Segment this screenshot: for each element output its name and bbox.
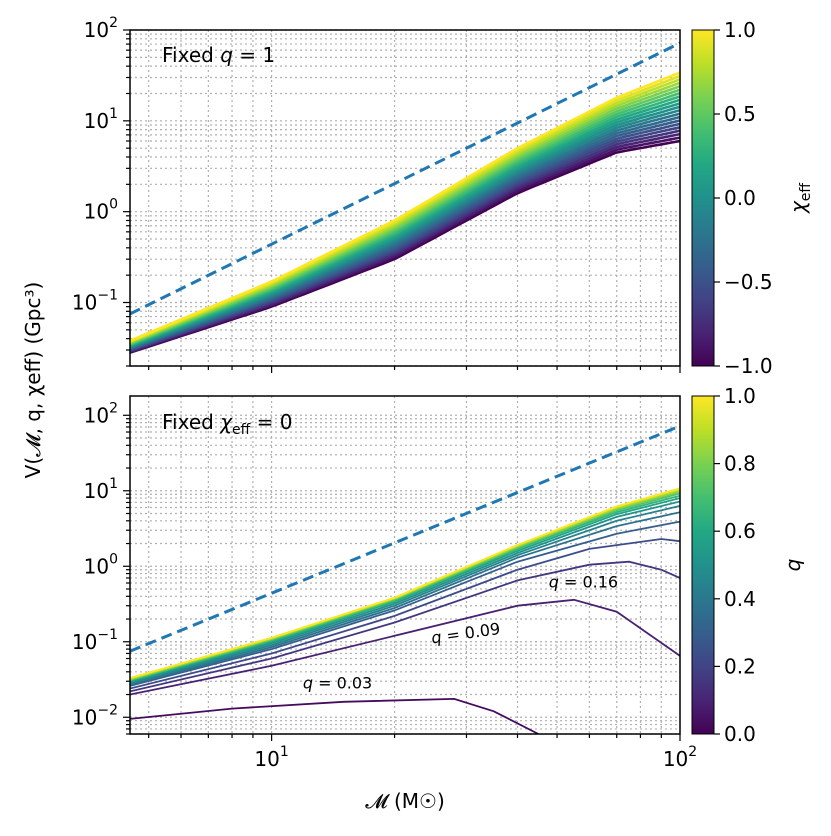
top-plot-frame: [129, 29, 681, 367]
bottom-axis-ticks: 10−2 10−1 100 101 102: [72, 400, 681, 741]
curve-annotation: q = 0.03: [303, 674, 372, 693]
bottom-series-line: [130, 697, 539, 734]
x-tick-label: 102: [663, 744, 697, 771]
top-panel: 10−1 100 101 102 Fixed q = 1 1.0 0.5 0.0 −0.5 −…: [72, 15, 814, 378]
top-reference-line: [130, 41, 680, 316]
bottom-series-line: [130, 598, 680, 696]
bottom-series-line: [130, 500, 680, 684]
y-tick-label: 101: [84, 106, 118, 133]
bottom-plot-frame: [129, 395, 681, 735]
bottom-series-line: [130, 487, 680, 679]
colorbar-tick-label: 0.4: [724, 587, 756, 611]
colorbar-tick-label: 1.0: [724, 384, 756, 408]
bottom-series-line: [130, 511, 680, 686]
bottom-series-line: [130, 520, 680, 687]
bottom-series-line: [130, 505, 680, 685]
x-axis-label: 𝓜 (M☉): [365, 789, 445, 813]
bottom-curve-family: [130, 487, 680, 734]
top-colorbar: [691, 29, 715, 367]
y-tick-label: 101: [84, 476, 118, 503]
x-tick-label: 101: [254, 744, 288, 771]
top-colorbar-label: χeff: [786, 183, 814, 214]
colorbar-tick-label: −0.5: [724, 270, 773, 294]
x-tick-labels: 101 102: [254, 744, 697, 771]
y-tick-label: 10−2: [72, 702, 118, 729]
y-tick-label: 100: [84, 197, 118, 224]
colorbar-tick-label: 0.5: [724, 102, 756, 126]
y-tick-label: 102: [84, 15, 118, 42]
curve-annotation: q = 0.09: [430, 619, 501, 647]
top-curve-family: [130, 71, 680, 354]
y-tick-label: 10−1: [72, 627, 118, 654]
y-axis-label: V(𝓜, q, χeff) (Gpc³): [21, 282, 45, 479]
bottom-colorbar-ticks: 1.0 0.8 0.6 0.4 0.2 0.0: [714, 384, 756, 746]
bottom-colorbar: [691, 395, 715, 735]
colorbar-tick-label: −1.0: [724, 354, 773, 378]
colorbar-tick-label: 0.8: [724, 452, 756, 476]
y-tick-label: 10−1: [72, 288, 118, 315]
top-colorbar-ticks: 1.0 0.5 0.0 −0.5 −1.0: [714, 18, 773, 378]
bottom-reference-line: [130, 424, 680, 653]
bottom-panel-title: Fixed χeff = 0: [162, 410, 293, 438]
bottom-series-line: [130, 497, 680, 683]
bottom-series-line: [130, 538, 680, 690]
y-tick-label: 102: [84, 400, 118, 427]
top-panel-title: Fixed q = 1: [162, 43, 275, 67]
curve-annotation: q = 0.16: [549, 573, 618, 592]
colorbar-tick-label: 0.6: [724, 519, 756, 543]
colorbar-tick-label: 0.2: [724, 654, 756, 678]
bottom-series-line: [130, 560, 680, 693]
bottom-colorbar-label: q: [781, 559, 805, 572]
bottom-grid: [130, 396, 681, 735]
bottom-panel: 10−2 10−1 100 101 102 Fixed χeff = 0 q = 0.0…: [72, 384, 805, 746]
top-series-line: [130, 71, 680, 342]
top-axis-ticks: 10−1 100 101 102: [72, 15, 681, 373]
y-tick-label: 100: [84, 551, 118, 578]
colorbar-tick-label: 0.0: [724, 722, 756, 746]
colorbar-tick-label: 0.0: [724, 186, 756, 210]
colorbar-tick-label: 1.0: [724, 18, 756, 42]
